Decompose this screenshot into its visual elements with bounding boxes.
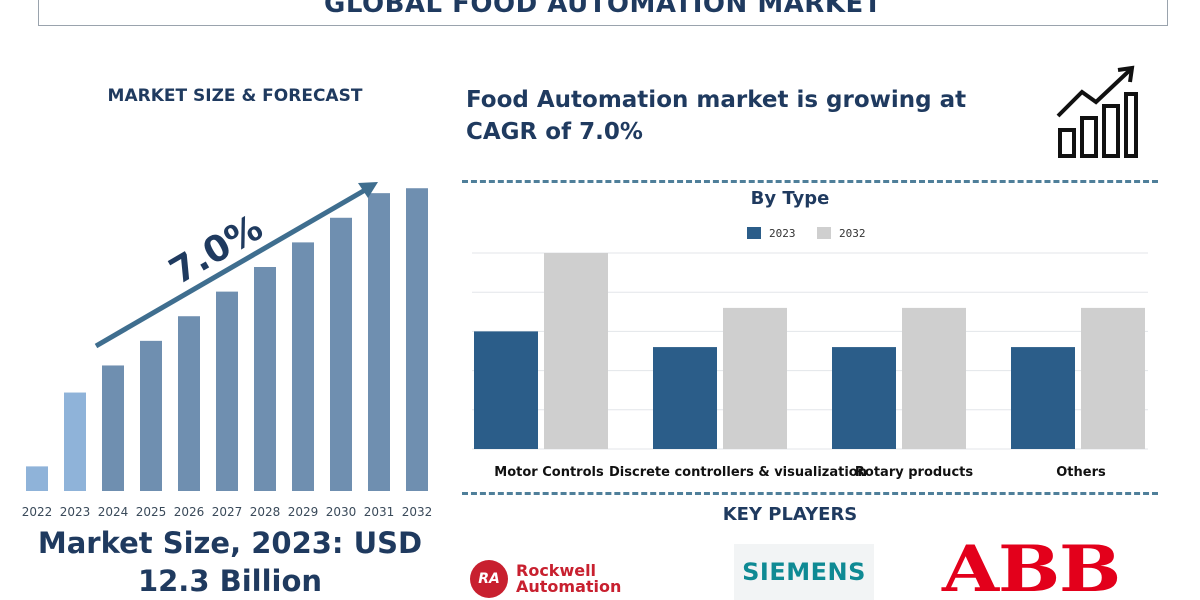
abb-logo: ABB <box>942 538 1121 600</box>
divider-bottom <box>462 492 1158 495</box>
forecast-tick-2027: 2027 <box>212 505 243 519</box>
growth-arrow-line <box>94 183 374 349</box>
main-title-box: GLOBAL FOOD AUTOMATION MARKET <box>38 0 1168 26</box>
market-size-heading: MARKET SIZE & FORECAST <box>107 86 363 106</box>
market-size-caption: Market Size, 2023: USD 12.3 Billion <box>20 524 440 600</box>
forecast-tick-2025: 2025 <box>136 505 167 519</box>
cagr-annotation: 7.0% <box>163 207 270 292</box>
type-bar-2032-0 <box>544 253 608 449</box>
forecast-tick-2031: 2031 <box>364 505 395 519</box>
siemens-logo: SIEMENS <box>734 544 874 600</box>
divider-top <box>462 180 1158 183</box>
forecast-bar-2024 <box>102 365 124 491</box>
growth-statement: Food Automation market is growing at CAG… <box>466 84 1026 148</box>
legend-label-2023: 2023 <box>769 227 796 240</box>
type-bar-2032-2 <box>902 307 966 449</box>
main-title: GLOBAL FOOD AUTOMATION MARKET <box>324 0 882 19</box>
siemens-wordmark: SIEMENS <box>742 558 866 586</box>
forecast-tick-2022: 2022 <box>22 505 53 519</box>
forecast-bar-2026 <box>178 316 200 491</box>
legend-swatch-2023 <box>747 227 761 239</box>
type-category-label-3: Others <box>1056 465 1106 480</box>
rockwell-line1: Rockwell <box>516 561 597 580</box>
forecast-bar-2032 <box>406 188 428 491</box>
market-size-caption-line1: Market Size, 2023: USD <box>37 526 423 560</box>
legend-label-2032: 2032 <box>839 227 866 240</box>
forecast-tick-2029: 2029 <box>288 505 319 519</box>
forecast-bar-2030 <box>330 217 352 491</box>
market-size-caption-line2: 12.3 Billion <box>137 564 323 598</box>
type-category-label-1: Discrete controllers & visualization <box>609 465 867 480</box>
forecast-bar-2023 <box>64 392 86 491</box>
forecast-tick-2023: 2023 <box>60 505 91 519</box>
key-players-heading: KEY PLAYERS <box>722 504 858 525</box>
by-type-heading: By Type <box>750 188 830 209</box>
forecast-bar-2029 <box>292 242 314 491</box>
rockwell-badge: RA <box>470 560 508 598</box>
forecast-tick-2024: 2024 <box>98 505 129 519</box>
abb-wordmark: ABB <box>942 532 1121 600</box>
legend-swatch-2032 <box>817 227 831 239</box>
type-bar-2023-0 <box>474 331 538 449</box>
growth-statement-line1: Food Automation market is growing at <box>466 87 967 113</box>
forecast-bar-2031 <box>368 193 390 491</box>
forecast-bar-2027 <box>216 291 238 491</box>
forecast-tick-2030: 2030 <box>326 505 357 519</box>
forecast-bar-2028 <box>254 267 276 491</box>
rockwell-logo: RA Rockwell Automation <box>470 560 621 598</box>
by-type-chart: 2023 2032 Motor Controls Discrete controll… <box>472 227 1148 480</box>
type-bar-2032-3 <box>1081 307 1145 449</box>
growth-arrow-head <box>358 182 378 198</box>
type-category-label-0: Motor Controls <box>494 465 604 480</box>
type-bar-2023-3 <box>1011 347 1075 449</box>
rockwell-wordmark: Rockwell Automation <box>516 563 621 595</box>
type-bar-2023-2 <box>832 347 896 449</box>
forecast-tick-2032: 2032 <box>402 505 433 519</box>
growth-statement-line2: CAGR of 7.0% <box>466 119 643 145</box>
forecast-tick-2026: 2026 <box>174 505 205 519</box>
forecast-bar-2022 <box>26 466 48 491</box>
type-bar-2023-1 <box>653 347 717 449</box>
forecast-bar-2025 <box>140 340 162 491</box>
type-bar-2032-1 <box>723 307 787 449</box>
forecast-tick-2028: 2028 <box>250 505 281 519</box>
type-category-label-2: Rotary products <box>855 465 973 480</box>
rockwell-line2: Automation <box>516 577 622 596</box>
growth-chart-icon <box>1056 65 1138 158</box>
market-size-chart: 2022 2023 2024 2025 2026 2027 2028 2029 2030 2031… <box>22 182 433 519</box>
